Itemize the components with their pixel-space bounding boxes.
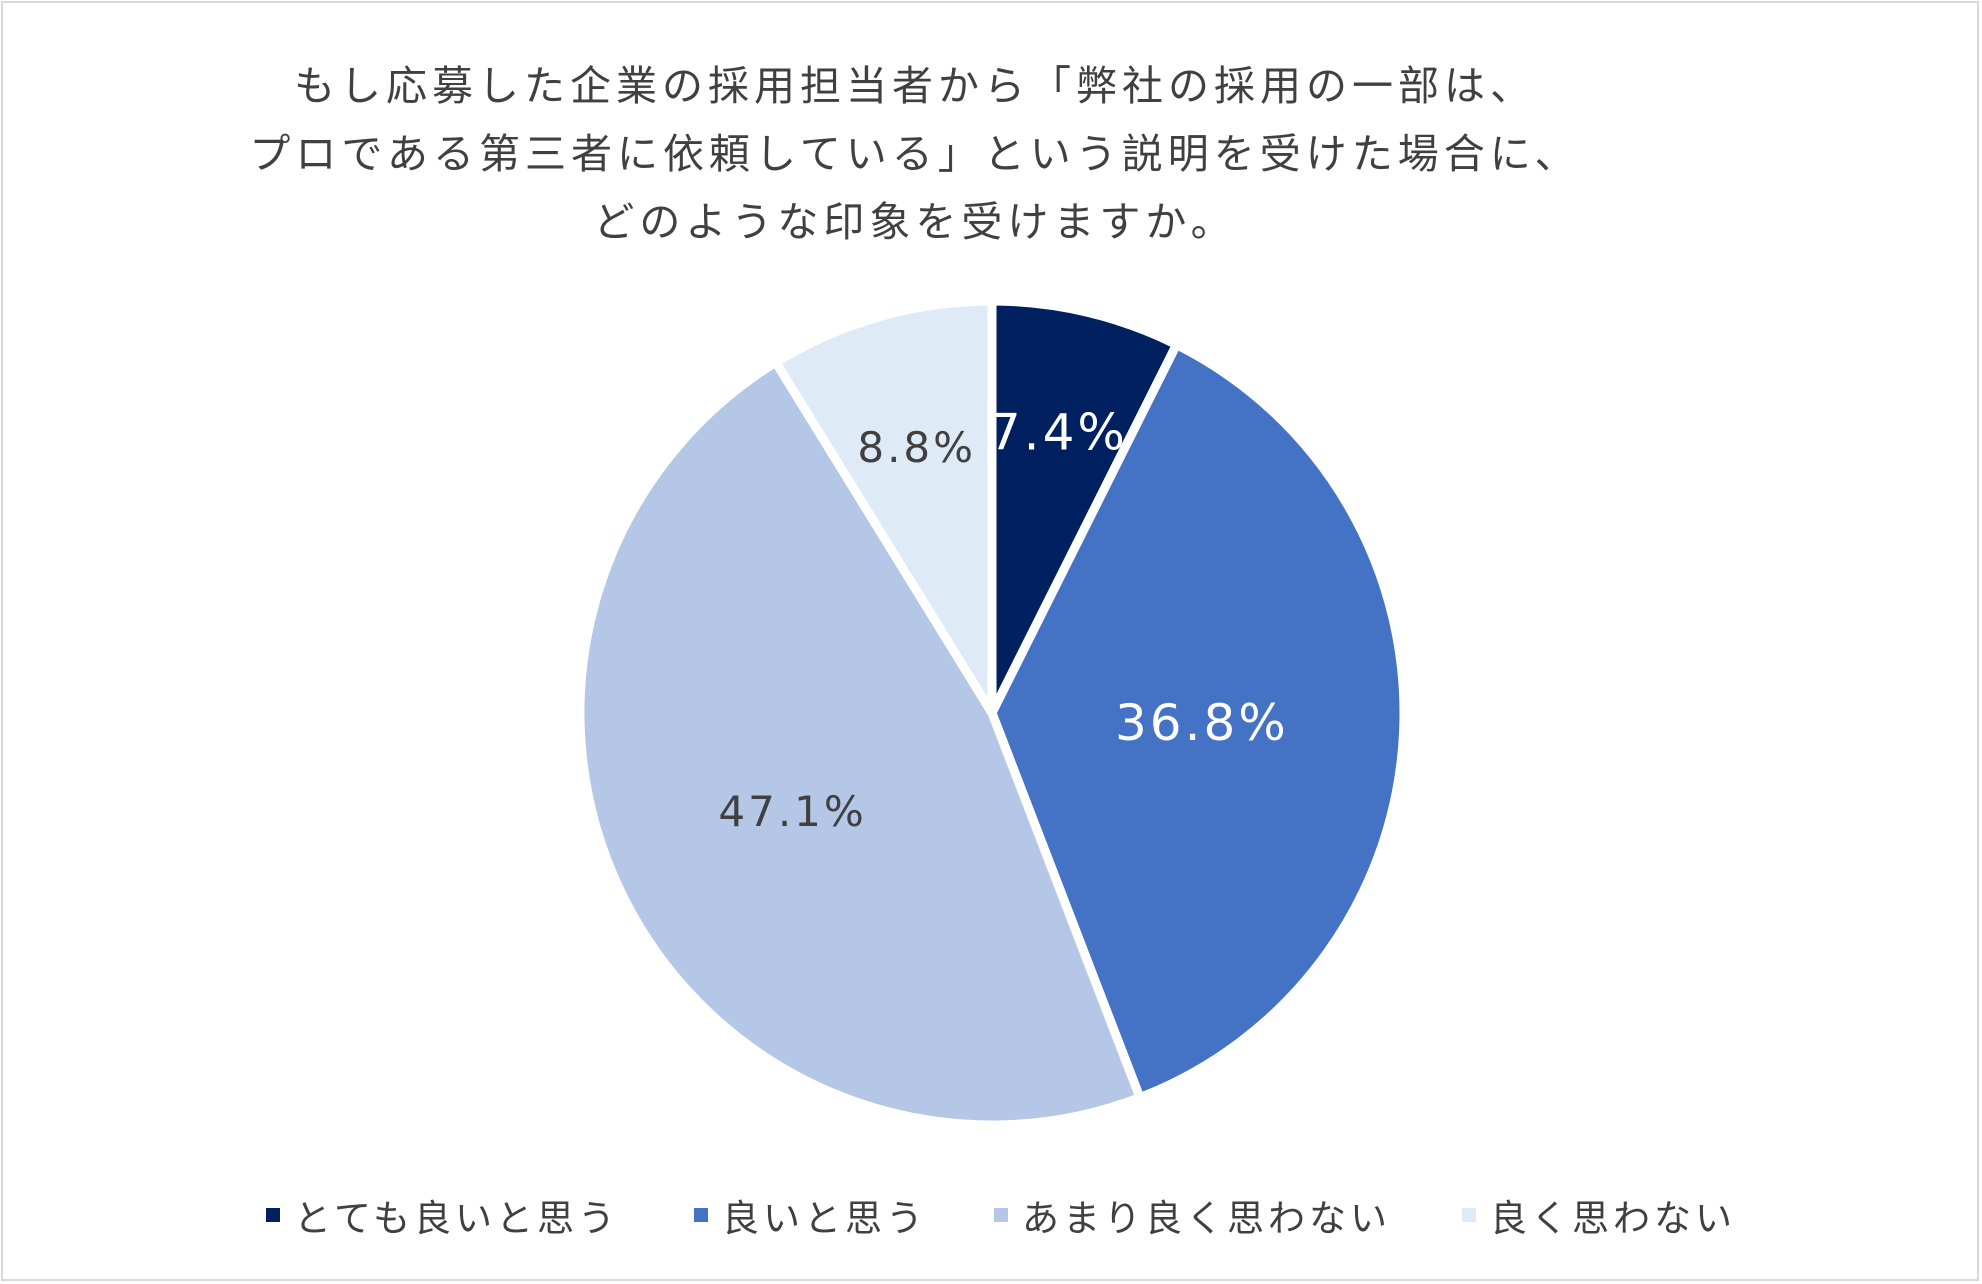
pie-slice-1 [987, 296, 1183, 716]
legend: とても良いと思う 良いと思う あまり良く思わない 良く思わない [0, 1185, 1982, 1245]
legend-item-3: あまり良く思わない [994, 1185, 1391, 1245]
legend-swatch-4 [1462, 1208, 1476, 1222]
pie-data-label-4: 8.8% [857, 423, 976, 472]
pie-slices [575, 296, 1409, 1130]
chart-title-line-3: どのような印象を受けますか。 [593, 198, 1237, 246]
pie-slice-3 [575, 356, 1146, 1130]
pie-data-label-2: 36.8% [1115, 694, 1289, 752]
chart-title-line-2: プロである第三者に依頼している」という説明を受けた場合に、 [249, 130, 1581, 178]
chart-title-line-1: もし応募した企業の採用担当者から「弊社の採用の一部は、 [294, 62, 1536, 110]
pie-data-label-1: 7.4% [989, 403, 1128, 461]
legend-label-2: 良いと思う [722, 1197, 927, 1240]
pie-data-label-3: 47.1% [718, 787, 866, 836]
legend-label-4: 良く思わない [1490, 1197, 1736, 1240]
legend-swatch-3 [994, 1208, 1008, 1222]
legend-item-2: 良いと思う [694, 1185, 927, 1245]
pie-slice-4 [769, 296, 997, 729]
legend-swatch-1 [266, 1208, 280, 1222]
legend-item-1: とても良いと思う [266, 1185, 619, 1245]
pie-slice-2 [987, 338, 1409, 1104]
legend-swatch-2 [694, 1208, 708, 1222]
chart-title: もし応募した企業の採用担当者から「弊社の採用の一部は、 プロである第三者に依頼し… [0, 52, 1830, 256]
legend-item-4: 良く思わない [1462, 1185, 1736, 1245]
pie-data-labels: 7.4% 36.8% 47.1% 8.8% [718, 403, 1289, 836]
legend-label-3: あまり良く思わない [1022, 1197, 1391, 1240]
legend-label-1: とても良いと思う [294, 1197, 620, 1240]
